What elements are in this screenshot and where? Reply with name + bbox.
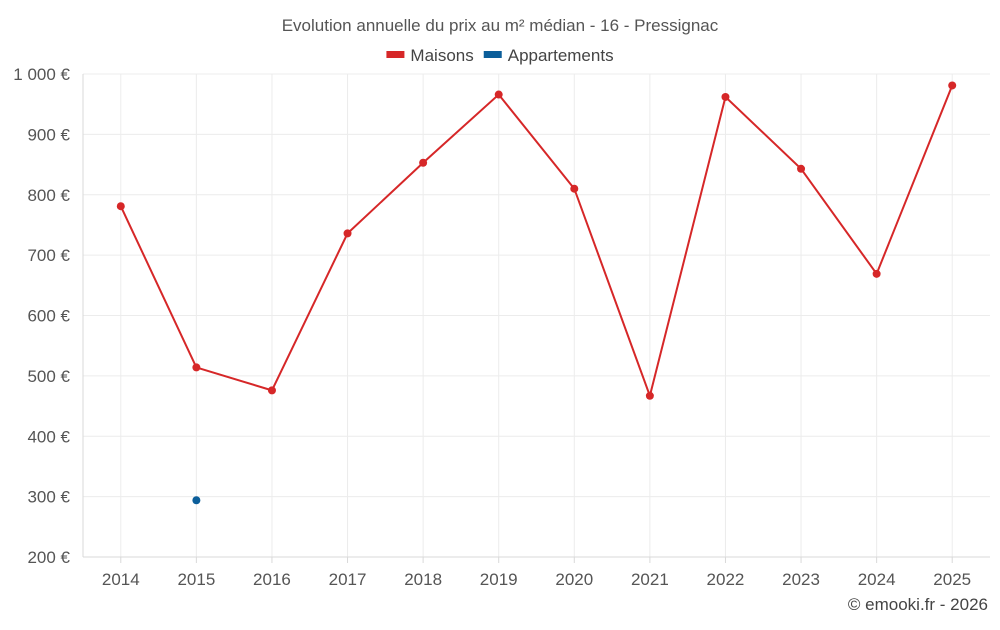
x-tick-label: 2015 bbox=[177, 570, 215, 589]
chart-title: Evolution annuelle du prix au m² médian … bbox=[282, 16, 719, 35]
x-tick-label: 2017 bbox=[329, 570, 367, 589]
x-tick-label: 2021 bbox=[631, 570, 669, 589]
data-point-maisons[interactable] bbox=[721, 92, 730, 101]
data-point-maisons[interactable] bbox=[267, 386, 276, 395]
x-tick-label: 2023 bbox=[782, 570, 820, 589]
x-tick-label: 2020 bbox=[555, 570, 593, 589]
y-axis: 200 € 300 € 400 € 500 € 600 € 700 € 800 € 900 €… bbox=[13, 65, 84, 567]
data-point-maisons[interactable] bbox=[494, 90, 503, 99]
y-tick-label: 200 € bbox=[27, 548, 70, 567]
y-tick-label: 400 € bbox=[27, 427, 70, 446]
series-appartements bbox=[192, 496, 201, 505]
x-tick-label: 2022 bbox=[707, 570, 745, 589]
x-tick-label: 2019 bbox=[480, 570, 518, 589]
legend-item-appartements[interactable]: Appartements bbox=[483, 46, 614, 65]
data-point-maisons[interactable] bbox=[645, 391, 654, 400]
series-maisons bbox=[116, 81, 957, 400]
y-tick-label: 500 € bbox=[27, 367, 70, 386]
series-line-maisons bbox=[119, 85, 954, 400]
legend-label: Maisons bbox=[410, 46, 473, 65]
data-point-maisons[interactable] bbox=[797, 164, 806, 173]
y-tick-label: 700 € bbox=[27, 246, 70, 265]
legend: Maisons Appartements bbox=[386, 46, 614, 65]
x-tick-label: 2025 bbox=[933, 570, 971, 589]
legend-label: Appartements bbox=[508, 46, 614, 65]
x-tick-label: 2014 bbox=[102, 570, 140, 589]
credit-text: © emooki.fr - 2026 bbox=[848, 595, 988, 614]
data-point-maisons[interactable] bbox=[872, 269, 881, 278]
legend-item-maisons[interactable]: Maisons bbox=[386, 46, 474, 65]
data-point-maisons[interactable] bbox=[570, 184, 579, 193]
data-point-maisons[interactable] bbox=[948, 81, 957, 90]
legend-swatch bbox=[386, 51, 405, 58]
gridlines bbox=[83, 73, 990, 558]
y-tick-label: 800 € bbox=[27, 186, 70, 205]
data-point-maisons[interactable] bbox=[343, 229, 352, 238]
data-point-maisons[interactable] bbox=[192, 363, 201, 372]
y-tick-label: 900 € bbox=[27, 125, 70, 144]
x-tick-label: 2024 bbox=[858, 570, 896, 589]
x-tick-label: 2016 bbox=[253, 570, 291, 589]
y-tick-label: 300 € bbox=[27, 488, 70, 507]
data-point-appartements[interactable] bbox=[192, 496, 201, 505]
y-tick-label: 600 € bbox=[27, 307, 70, 326]
data-point-maisons[interactable] bbox=[419, 158, 428, 167]
series bbox=[116, 81, 957, 505]
x-axis: 2014 2015 2016 2017 2018 2019 2020 2021 2022 2023… bbox=[83, 556, 990, 589]
legend-swatch bbox=[483, 51, 502, 58]
data-point-maisons[interactable] bbox=[116, 202, 125, 211]
x-tick-label: 2018 bbox=[404, 570, 442, 589]
y-tick-label: 1 000 € bbox=[13, 65, 70, 84]
